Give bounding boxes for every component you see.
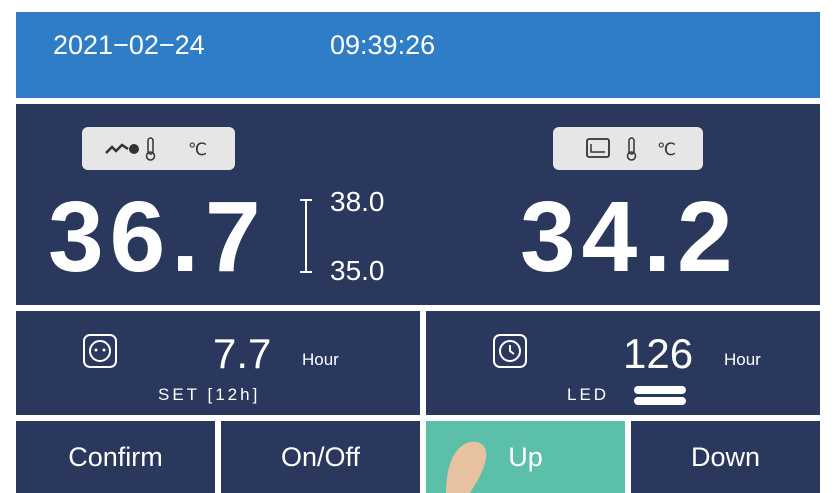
screen: 2021−02−24 09:39:26 ℃ 36.7 38.0 35.0 ℃ 3… [0,0,837,493]
baby-timer-value: 7.7 [213,330,271,378]
time: 09:39:26 [330,30,435,61]
mattress-badge: ℃ [553,127,703,170]
range-bracket [298,198,314,276]
date: 2021−02−24 [53,30,205,61]
onoff-button[interactable]: On/Off [221,421,420,493]
led-label: LED [567,385,609,405]
low-limit: 35.0 [330,255,385,287]
mattress-unit: ℃ [657,140,676,160]
high-limit: 38.0 [330,186,385,218]
lamp-icon [632,384,688,408]
baby-timer-setting: SET [12h] [158,385,260,405]
skin-unit: ℃ [188,140,207,160]
led-timer-unit: Hour [724,350,761,370]
confirm-button[interactable]: Confirm [16,421,215,493]
skin-badge: ℃ [82,127,235,170]
skin-temperature: 36.7 [48,180,267,295]
mattress-temperature: 34.2 [520,180,739,295]
down-button[interactable]: Down [631,421,820,493]
mattress-thermo-icon [585,137,645,161]
baby-icon [82,333,118,369]
clock-icon [492,333,528,369]
led-timer-value: 126 [623,330,693,378]
finger [440,436,500,493]
baby-timer-unit: Hour [302,350,339,370]
baby-thermo-icon [104,137,164,161]
